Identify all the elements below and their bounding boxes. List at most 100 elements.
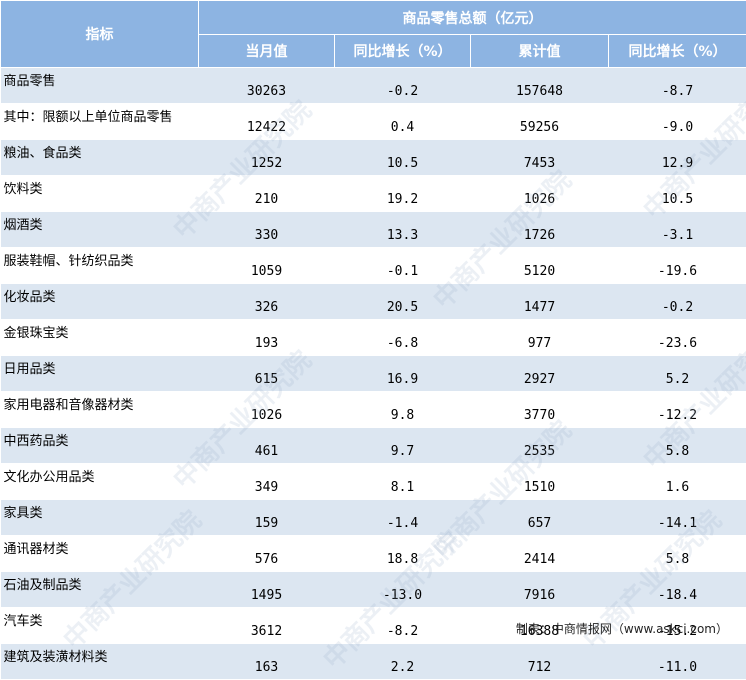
month-yoy-cell: -8.2 [335,608,471,644]
row-name-cell: 建筑及装潢材料类 [1,644,199,680]
month-yoy-cell: -0.2 [335,68,471,104]
cum-yoy-cell: -0.2 [609,284,746,320]
cum-value-cell: 1477 [471,284,609,320]
cum-value-cell: 2927 [471,356,609,392]
row-name-cell: 粮油、食品类 [1,140,199,176]
row-name-cell: 通讯器材类 [1,536,199,572]
month-yoy-cell: 9.7 [335,428,471,464]
header-group-title: 商品零售总额（亿元） [199,1,746,35]
month-yoy-cell: 2.2 [335,644,471,680]
month-value-cell: 163 [199,644,335,680]
cum-value-cell: 1726 [471,212,609,248]
cum-value-cell: 1026 [471,176,609,212]
row-name-cell: 石油及制品类 [1,572,199,608]
month-value-cell: 210 [199,176,335,212]
row-name-cell: 饮料类 [1,176,199,212]
cum-value-cell: 59256 [471,104,609,140]
row-name-cell: 日用品类 [1,356,199,392]
month-yoy-cell: -6.8 [335,320,471,356]
table-header: 指标 商品零售总额（亿元） 当月值 同比增长（%） 累计值 同比增长（%） [1,1,746,68]
row-name-cell: 其中：限额以上单位商品零售 [1,104,199,140]
row-name-cell: 汽车类 [1,608,199,644]
month-value-cell: 615 [199,356,335,392]
month-value-cell: 193 [199,320,335,356]
row-name-cell: 文化办公用品类 [1,464,199,500]
cum-yoy-cell: -8.7 [609,68,746,104]
header-cum-yoy: 同比增长（%） [609,35,746,68]
month-yoy-cell: 9.8 [335,392,471,428]
row-name-cell: 烟酒类 [1,212,199,248]
month-yoy-cell: 19.2 [335,176,471,212]
cum-value-cell: 712 [471,644,609,680]
cum-yoy-cell: 1.6 [609,464,746,500]
cum-yoy-cell: 10.5 [609,176,746,212]
row-name-cell: 化妆品类 [1,284,199,320]
row-name-cell: 中西药品类 [1,428,199,464]
month-value-cell: 326 [199,284,335,320]
cum-value-cell: 7453 [471,140,609,176]
row-name-cell: 家具类 [1,500,199,536]
month-yoy-cell: 13.3 [335,212,471,248]
month-value-cell: 12422 [199,104,335,140]
month-yoy-cell: -0.1 [335,248,471,284]
month-yoy-cell: 16.9 [335,356,471,392]
cum-value-cell: 157648 [471,68,609,104]
cum-yoy-cell: -14.1 [609,500,746,536]
month-yoy-cell: 10.5 [335,140,471,176]
header-month-yoy: 同比增长（%） [335,35,471,68]
month-value-cell: 30263 [199,68,335,104]
cum-yoy-cell: -11.0 [609,644,746,680]
month-value-cell: 159 [199,500,335,536]
cum-yoy-cell: -23.6 [609,320,746,356]
row-name-cell: 商品零售 [1,68,199,104]
cum-value-cell: 977 [471,320,609,356]
cum-yoy-cell: -18.4 [609,572,746,608]
month-value-cell: 1059 [199,248,335,284]
cum-value-cell: 3770 [471,392,609,428]
cum-yoy-cell: -3.1 [609,212,746,248]
cum-value-cell: 5120 [471,248,609,284]
month-yoy-cell: 0.4 [335,104,471,140]
month-yoy-cell: 18.8 [335,536,471,572]
cum-value-cell: 2535 [471,428,609,464]
month-yoy-cell: -13.0 [335,572,471,608]
header-indicator: 指标 [1,1,199,68]
cum-yoy-cell: -9.0 [609,104,746,140]
month-value-cell: 1495 [199,572,335,608]
cum-yoy-cell: 5.2 [609,356,746,392]
row-name-cell: 家用电器和音像器材类 [1,392,199,428]
month-value-cell: 3612 [199,608,335,644]
month-yoy-cell: -1.4 [335,500,471,536]
cum-yoy-cell: 12.9 [609,140,746,176]
month-value-cell: 349 [199,464,335,500]
month-value-cell: 461 [199,428,335,464]
cum-yoy-cell: 5.8 [609,536,746,572]
cum-yoy-cell: 5.8 [609,428,746,464]
row-name-cell: 金银珠宝类 [1,320,199,356]
cum-value-cell: 7916 [471,572,609,608]
row-name-cell: 服装鞋帽、针纺织品类 [1,248,199,284]
month-value-cell: 330 [199,212,335,248]
cum-value-cell: 1510 [471,464,609,500]
cum-yoy-cell: -19.6 [609,248,746,284]
data-table-sheet: 指标 商品零售总额（亿元） 当月值 同比增长（%） 累计值 同比增长（%） 商品… [0,0,746,643]
month-value-cell: 576 [199,536,335,572]
header-cum-value: 累计值 [471,35,609,68]
